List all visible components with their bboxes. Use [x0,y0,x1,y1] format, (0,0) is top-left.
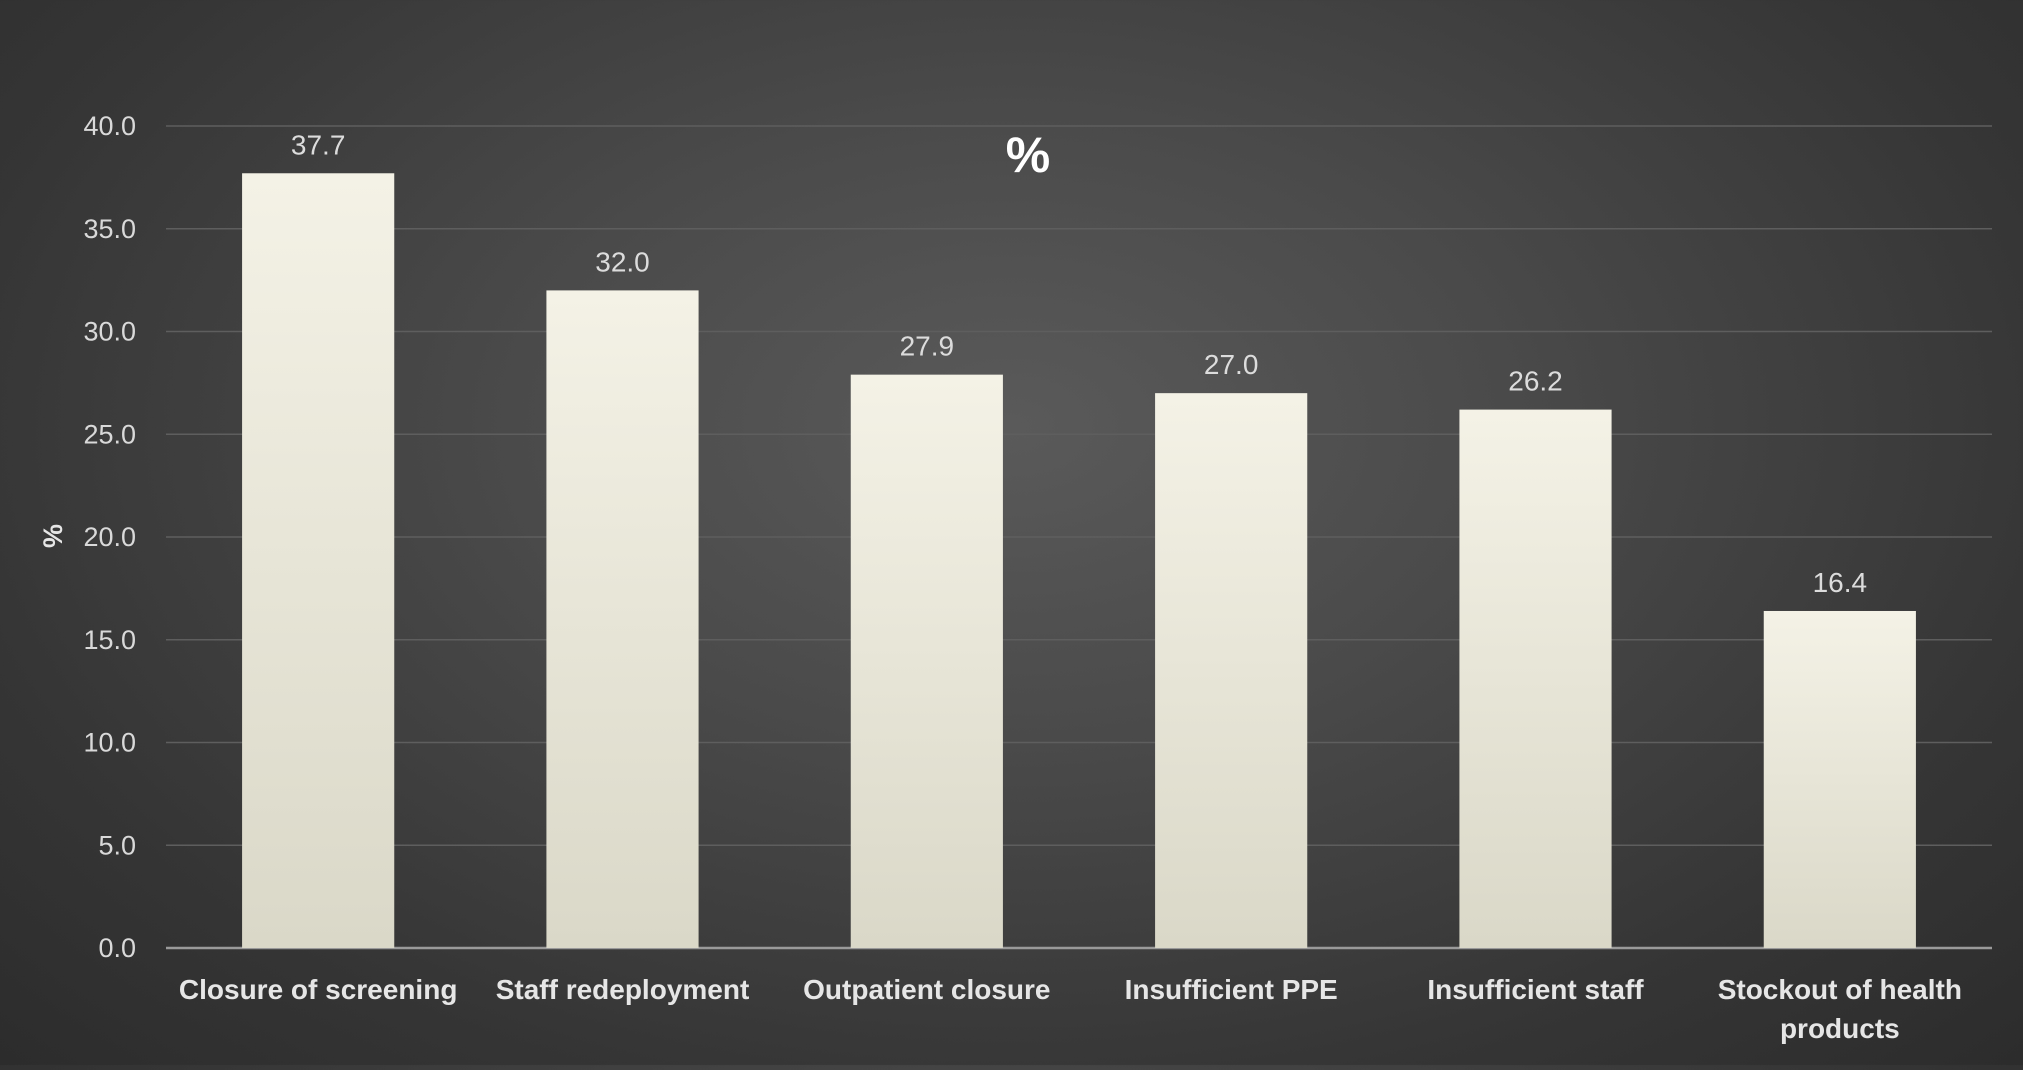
labels: 0.0 5.0 10.0 15.0 20.0 25.0 30.0 35.0 40.0 37.7 Cl… [83,111,1962,1044]
y-tick-label: 10.0 [83,728,136,758]
gridlines [166,125,1992,950]
x-tick-label-line: products [1780,1013,1900,1044]
bar [1763,610,1916,948]
y-tick-label: 0.0 [98,933,136,963]
x-tick-label-line: Insufficient staff [1427,974,1644,1005]
x-tick-label: Staff redeployment [496,974,750,1005]
x-tick-label-line: Outpatient closure [803,974,1050,1005]
x-tick-label-line: Closure of screening [179,974,458,1005]
y-axis-label: % [38,524,68,548]
x-tick-label: Stockout of health products [1718,974,1962,1044]
bar [1459,409,1612,949]
bar [546,290,699,948]
x-tick-label-line: Staff redeployment [496,974,750,1005]
data-label: 37.7 [291,129,346,160]
data-label: 27.0 [1204,349,1259,380]
x-tick-label-line: Stockout of health [1718,974,1962,1005]
bars [242,173,1916,949]
x-tick-label: Closure of screening [179,974,458,1005]
bar [242,173,395,948]
y-tick-label: 15.0 [83,625,136,655]
y-tick-label: 5.0 [98,830,136,860]
y-tick-label: 30.0 [83,317,136,347]
x-tick-label-line: Insufficient PPE [1125,974,1338,1005]
x-tick-label: Outpatient closure [803,974,1050,1005]
y-tick-label: 25.0 [83,419,136,449]
y-tick-label: 20.0 [83,522,136,552]
x-tick-label: Insufficient PPE [1125,974,1338,1005]
y-tick-label: 40.0 [83,111,136,141]
data-label: 26.2 [1508,366,1563,397]
bar [1155,393,1308,948]
x-tick-label: Insufficient staff [1427,974,1644,1005]
bar [850,374,1003,948]
data-label: 27.9 [900,331,955,362]
data-label: 32.0 [595,246,650,277]
data-label: 16.4 [1813,567,1868,598]
y-tick-label: 35.0 [83,214,136,244]
chart-title: % [1006,127,1050,183]
